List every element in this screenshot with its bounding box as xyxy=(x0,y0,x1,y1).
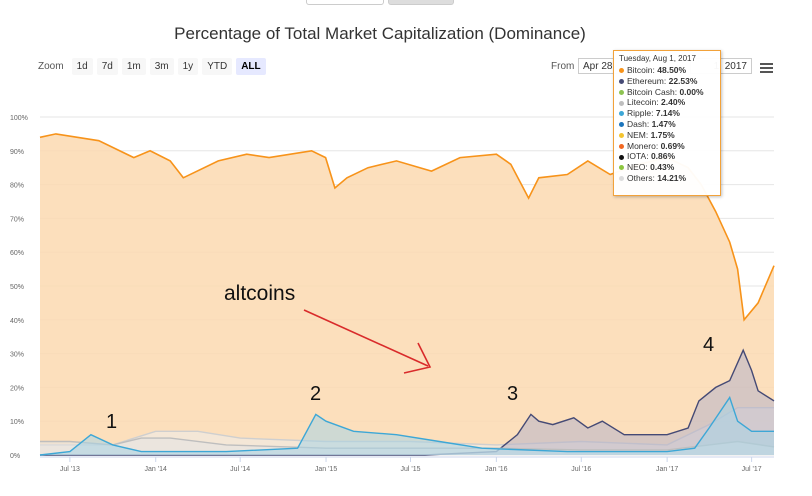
legend-dot-icon xyxy=(619,68,624,74)
y-tick-label: 10% xyxy=(10,419,24,426)
tooltip-series-name: Others xyxy=(627,172,653,183)
zoom-1y-button[interactable]: 1y xyxy=(177,58,199,75)
x-tick-label: Jan '15 xyxy=(315,466,337,473)
series-line-ethereum xyxy=(40,348,775,456)
y-tick-label: 60% xyxy=(10,250,24,257)
tooltip-row: Bitcoin Cash: 0.00% xyxy=(619,87,715,98)
tooltip-series-value: 1.75% xyxy=(650,129,675,140)
tooltip-series-value: 1.47% xyxy=(651,118,676,129)
y-tick-label: 20% xyxy=(10,385,24,392)
tooltip-row: NEM: 1.75% xyxy=(619,130,715,141)
tooltip-series-name: Litecoin xyxy=(627,97,657,108)
x-tick-label: Jan '17 xyxy=(656,466,678,473)
series-line-ripple xyxy=(39,395,774,456)
chart-tooltip: Tuesday, Aug 1, 2017 Bitcoin: 48.50% Ethe… xyxy=(613,50,721,196)
altcoins-label: altcoins xyxy=(224,282,296,305)
tooltip-row: Ripple: 7.14% xyxy=(619,108,715,119)
zoom-1m-button[interactable]: 1m xyxy=(121,58,146,75)
legend-dot-icon xyxy=(619,133,624,139)
zoom-label: Zoom xyxy=(38,61,64,72)
legend-dot-icon xyxy=(619,165,624,171)
tooltip-row: Monero: 0.69% xyxy=(619,141,715,152)
series-area-ethereum xyxy=(40,350,774,455)
tooltip-date: Tuesday, Aug 1, 2017 xyxy=(619,54,696,63)
tooltip-row: IOTA: 0.86% xyxy=(619,151,715,162)
tooltip-series-name: Bitcoin Cash xyxy=(627,86,675,97)
y-tick-label: 100% xyxy=(10,115,28,122)
zoom-bar: Zoom 1d 7d 1m 3m 1y YTD ALL xyxy=(38,58,266,75)
series-area-ripple xyxy=(40,397,774,455)
tooltip-row: Bitcoin: 48.50% xyxy=(619,65,715,76)
annotation-1: 1 xyxy=(106,411,118,433)
series-area-litecoin xyxy=(40,438,774,455)
zoom-all-button[interactable]: ALL xyxy=(236,58,266,75)
tooltip-series-name: NEO xyxy=(627,162,646,173)
tooltip-series-value: 7.14% xyxy=(655,108,680,119)
tooltip-rows: Bitcoin: 48.50% Ethereum: 22.53% Bitcoin C… xyxy=(619,65,715,184)
arrow-shaft xyxy=(303,309,429,367)
zoom-3m-button[interactable]: 3m xyxy=(149,58,174,75)
legend-dot-icon xyxy=(619,100,624,106)
annotation-3: 3 xyxy=(507,383,519,405)
annotation-arrow xyxy=(303,309,432,374)
zoom-1d-button[interactable]: 1d xyxy=(71,58,93,75)
x-tick-label: Jul '16 xyxy=(571,466,591,473)
legend-dot-icon xyxy=(619,154,624,160)
tooltip-series-value: 2.40% xyxy=(661,97,686,108)
annotation-2: 2 xyxy=(310,383,322,405)
tooltip-series-value: 0.43% xyxy=(650,162,675,173)
tooltip-series-name: NEM xyxy=(627,129,646,140)
top-tab-left[interactable] xyxy=(306,0,384,5)
y-tick-label: 50% xyxy=(10,284,24,291)
tooltip-series-value: 14.21% xyxy=(657,172,687,183)
annotation-4: 4 xyxy=(703,334,715,356)
legend-dot-icon xyxy=(619,176,624,182)
y-tick-label: 80% xyxy=(10,183,24,190)
x-tick-label: Jan '16 xyxy=(485,466,507,473)
x-tick-label: Jul '14 xyxy=(230,466,250,473)
legend-dot-icon xyxy=(619,111,624,117)
tooltip-row: Others: 14.21% xyxy=(619,173,715,184)
x-tick-label: Jul '15 xyxy=(400,466,420,473)
tooltip-series-name: Bitcoin xyxy=(627,65,653,75)
legend-dot-icon xyxy=(619,89,624,95)
tooltip-series-name: Ethereum xyxy=(627,75,664,86)
y-axis-ticks: 0% 10% 20% 30% 40% 50% 60% 70% 80% 90% 100% xyxy=(10,115,28,460)
tooltip-series-name: Ripple xyxy=(627,108,652,119)
y-tick-label: 0% xyxy=(10,453,20,460)
tooltip-series-value: 22.53% xyxy=(668,75,698,86)
y-tick-label: 90% xyxy=(10,149,24,156)
x-tick-label: Jan '14 xyxy=(145,466,167,473)
arrow-head xyxy=(403,342,432,374)
legend-dot-icon xyxy=(619,122,624,128)
y-tick-label: 70% xyxy=(10,216,24,223)
x-axis-ticks: Jul '13 Jan '14 Jul '14 Jan '15 Jul '15 Jan '… xyxy=(40,456,774,473)
tooltip-row: NEO: 0.43% xyxy=(619,162,715,173)
tooltip-row: Litecoin: 2.40% xyxy=(619,97,715,108)
tooltip-series-name: IOTA xyxy=(627,151,647,162)
zoom-7d-button[interactable]: 7d xyxy=(96,58,118,75)
tooltip-series-name: Dash xyxy=(627,118,647,129)
x-tick-label: Jul '13 xyxy=(60,466,80,473)
tooltip-series-value: 0.69% xyxy=(660,140,685,151)
series-area-bitcoin xyxy=(40,133,774,455)
tooltip-series-value: 0.86% xyxy=(650,151,676,162)
y-tick-label: 40% xyxy=(10,318,24,325)
tooltip-series-value: 48.50% xyxy=(657,65,687,75)
zoom-ytd-button[interactable]: YTD xyxy=(202,58,233,75)
series-areas xyxy=(39,133,775,456)
y-tick-label: 30% xyxy=(10,352,24,359)
tooltip-series-value: 0.00% xyxy=(679,86,704,97)
chart-title: Percentage of Total Market Capitalizatio… xyxy=(174,24,586,43)
legend-dot-icon xyxy=(619,79,624,85)
legend-dot-icon xyxy=(619,143,624,149)
tooltip-series-name: Monero xyxy=(627,140,656,151)
x-tick-label: Jul '17 xyxy=(742,466,762,473)
tooltip-row: Dash: 1.47% xyxy=(619,119,715,130)
from-label: From xyxy=(551,61,575,72)
top-tab-right[interactable] xyxy=(388,0,454,5)
hamburger-menu-icon[interactable] xyxy=(760,63,773,73)
tooltip-row: Ethereum: 22.53% xyxy=(619,76,715,87)
